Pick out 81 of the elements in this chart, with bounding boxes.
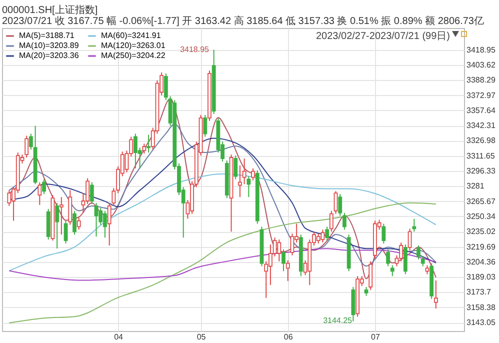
y-tick-label: 3250.34 xyxy=(466,212,496,221)
chart-title: 000001.SH[上证指数] xyxy=(2,4,98,16)
candlestick xyxy=(416,244,420,260)
annotation: 3144.25 xyxy=(323,316,353,325)
candlestick xyxy=(386,248,390,267)
candlestick xyxy=(390,264,394,277)
legend-label: MA(60)=3241.91 xyxy=(101,31,162,40)
candlestick xyxy=(76,217,81,230)
candlestick xyxy=(24,135,29,158)
candlestick xyxy=(242,158,246,185)
y-tick-label: 3173.7 xyxy=(466,288,492,297)
candlestick xyxy=(94,202,98,238)
candlestick xyxy=(325,226,330,242)
candlestick xyxy=(72,210,76,236)
candlestick xyxy=(90,182,94,204)
y-tick-label: 3311.65 xyxy=(466,151,496,160)
annotation: 3418.95 xyxy=(180,45,210,54)
candlestick xyxy=(412,218,416,232)
x-tick-label: 06 xyxy=(284,332,294,342)
legend-label: MA(120)=3263.01 xyxy=(101,41,166,50)
line-series xyxy=(8,98,436,280)
y-tick-label: 3403.62 xyxy=(466,60,496,70)
legend-label: MA(250)=3204.22 xyxy=(101,51,166,60)
y-tick-label: 3296.33 xyxy=(466,166,496,176)
chart-subtitle: 2023/07/21 收 3167.75 幅 -0.06%[-1.77] 开 3163.42 高 3185.64 低 3157.33 换 0.51% 振 0.89% 额 2806.73亿 xyxy=(2,15,484,27)
y-tick-label: 3357.64 xyxy=(466,106,496,115)
candlestick xyxy=(290,233,294,256)
candlestick xyxy=(316,233,320,244)
y-tick-label: 3388.29 xyxy=(466,76,496,85)
candlestick xyxy=(238,164,242,198)
candlestick xyxy=(338,194,342,216)
candlestick xyxy=(368,260,373,290)
y-tick-label: 3281 xyxy=(466,182,485,191)
y-tick-label: 3372.97 xyxy=(466,90,496,100)
candlestick xyxy=(142,143,146,154)
legend-label: MA(5)=3188.71 xyxy=(19,31,75,40)
x-tick-label: 04 xyxy=(114,332,124,342)
candlestick xyxy=(399,242,404,262)
candlestick xyxy=(382,223,386,244)
annotation: 2023/02/27-2023/07/21 (99日) xyxy=(316,31,450,42)
candlestick xyxy=(29,133,33,150)
y-tick-label: 3265.67 xyxy=(466,196,496,206)
legend-label: MA(10)=3203.89 xyxy=(19,41,80,50)
y-tick-label: 3189.03 xyxy=(466,272,496,282)
y-tick-label: 3158.38 xyxy=(466,302,496,312)
candlestick xyxy=(342,212,346,230)
candlestick xyxy=(282,248,286,272)
y-tick-label: 3326.98 xyxy=(466,136,496,146)
candlestick xyxy=(251,168,255,181)
y-tick-label: 3204.36 xyxy=(466,257,496,266)
candlestick xyxy=(320,229,325,244)
candlestick xyxy=(164,72,168,101)
x-tick-label: 05 xyxy=(196,332,206,342)
candlestick xyxy=(55,202,60,249)
candlestick xyxy=(408,228,412,251)
candlestick xyxy=(434,280,438,309)
candlestick xyxy=(59,196,64,236)
candlestick xyxy=(329,210,334,232)
y-tick-label: 3418.95 xyxy=(466,45,496,54)
candlestick xyxy=(286,260,290,282)
candlestick xyxy=(403,244,408,275)
legend-label: MA(20)=3203.36 xyxy=(19,51,80,60)
candlestick xyxy=(277,239,282,262)
candlestick xyxy=(38,182,42,206)
candlestick xyxy=(146,134,150,154)
y-tick-label: 3235.02 xyxy=(466,227,496,236)
y-tick-label: 3342.31 xyxy=(466,121,496,130)
candlestick xyxy=(420,256,425,267)
candlestick xyxy=(203,114,208,138)
candlestick xyxy=(42,178,46,195)
candlestick xyxy=(64,220,68,244)
candlestick xyxy=(7,190,12,206)
candlestick xyxy=(334,190,338,214)
candlestick xyxy=(86,178,90,204)
y-tick-label: 3143.05 xyxy=(466,318,496,328)
line-series xyxy=(8,202,436,324)
y-tick-label: 3219.69 xyxy=(466,242,496,252)
line-series xyxy=(8,173,436,272)
candlestick xyxy=(234,155,238,180)
candlestick xyxy=(246,176,251,198)
x-tick-label: 07 xyxy=(371,332,380,342)
